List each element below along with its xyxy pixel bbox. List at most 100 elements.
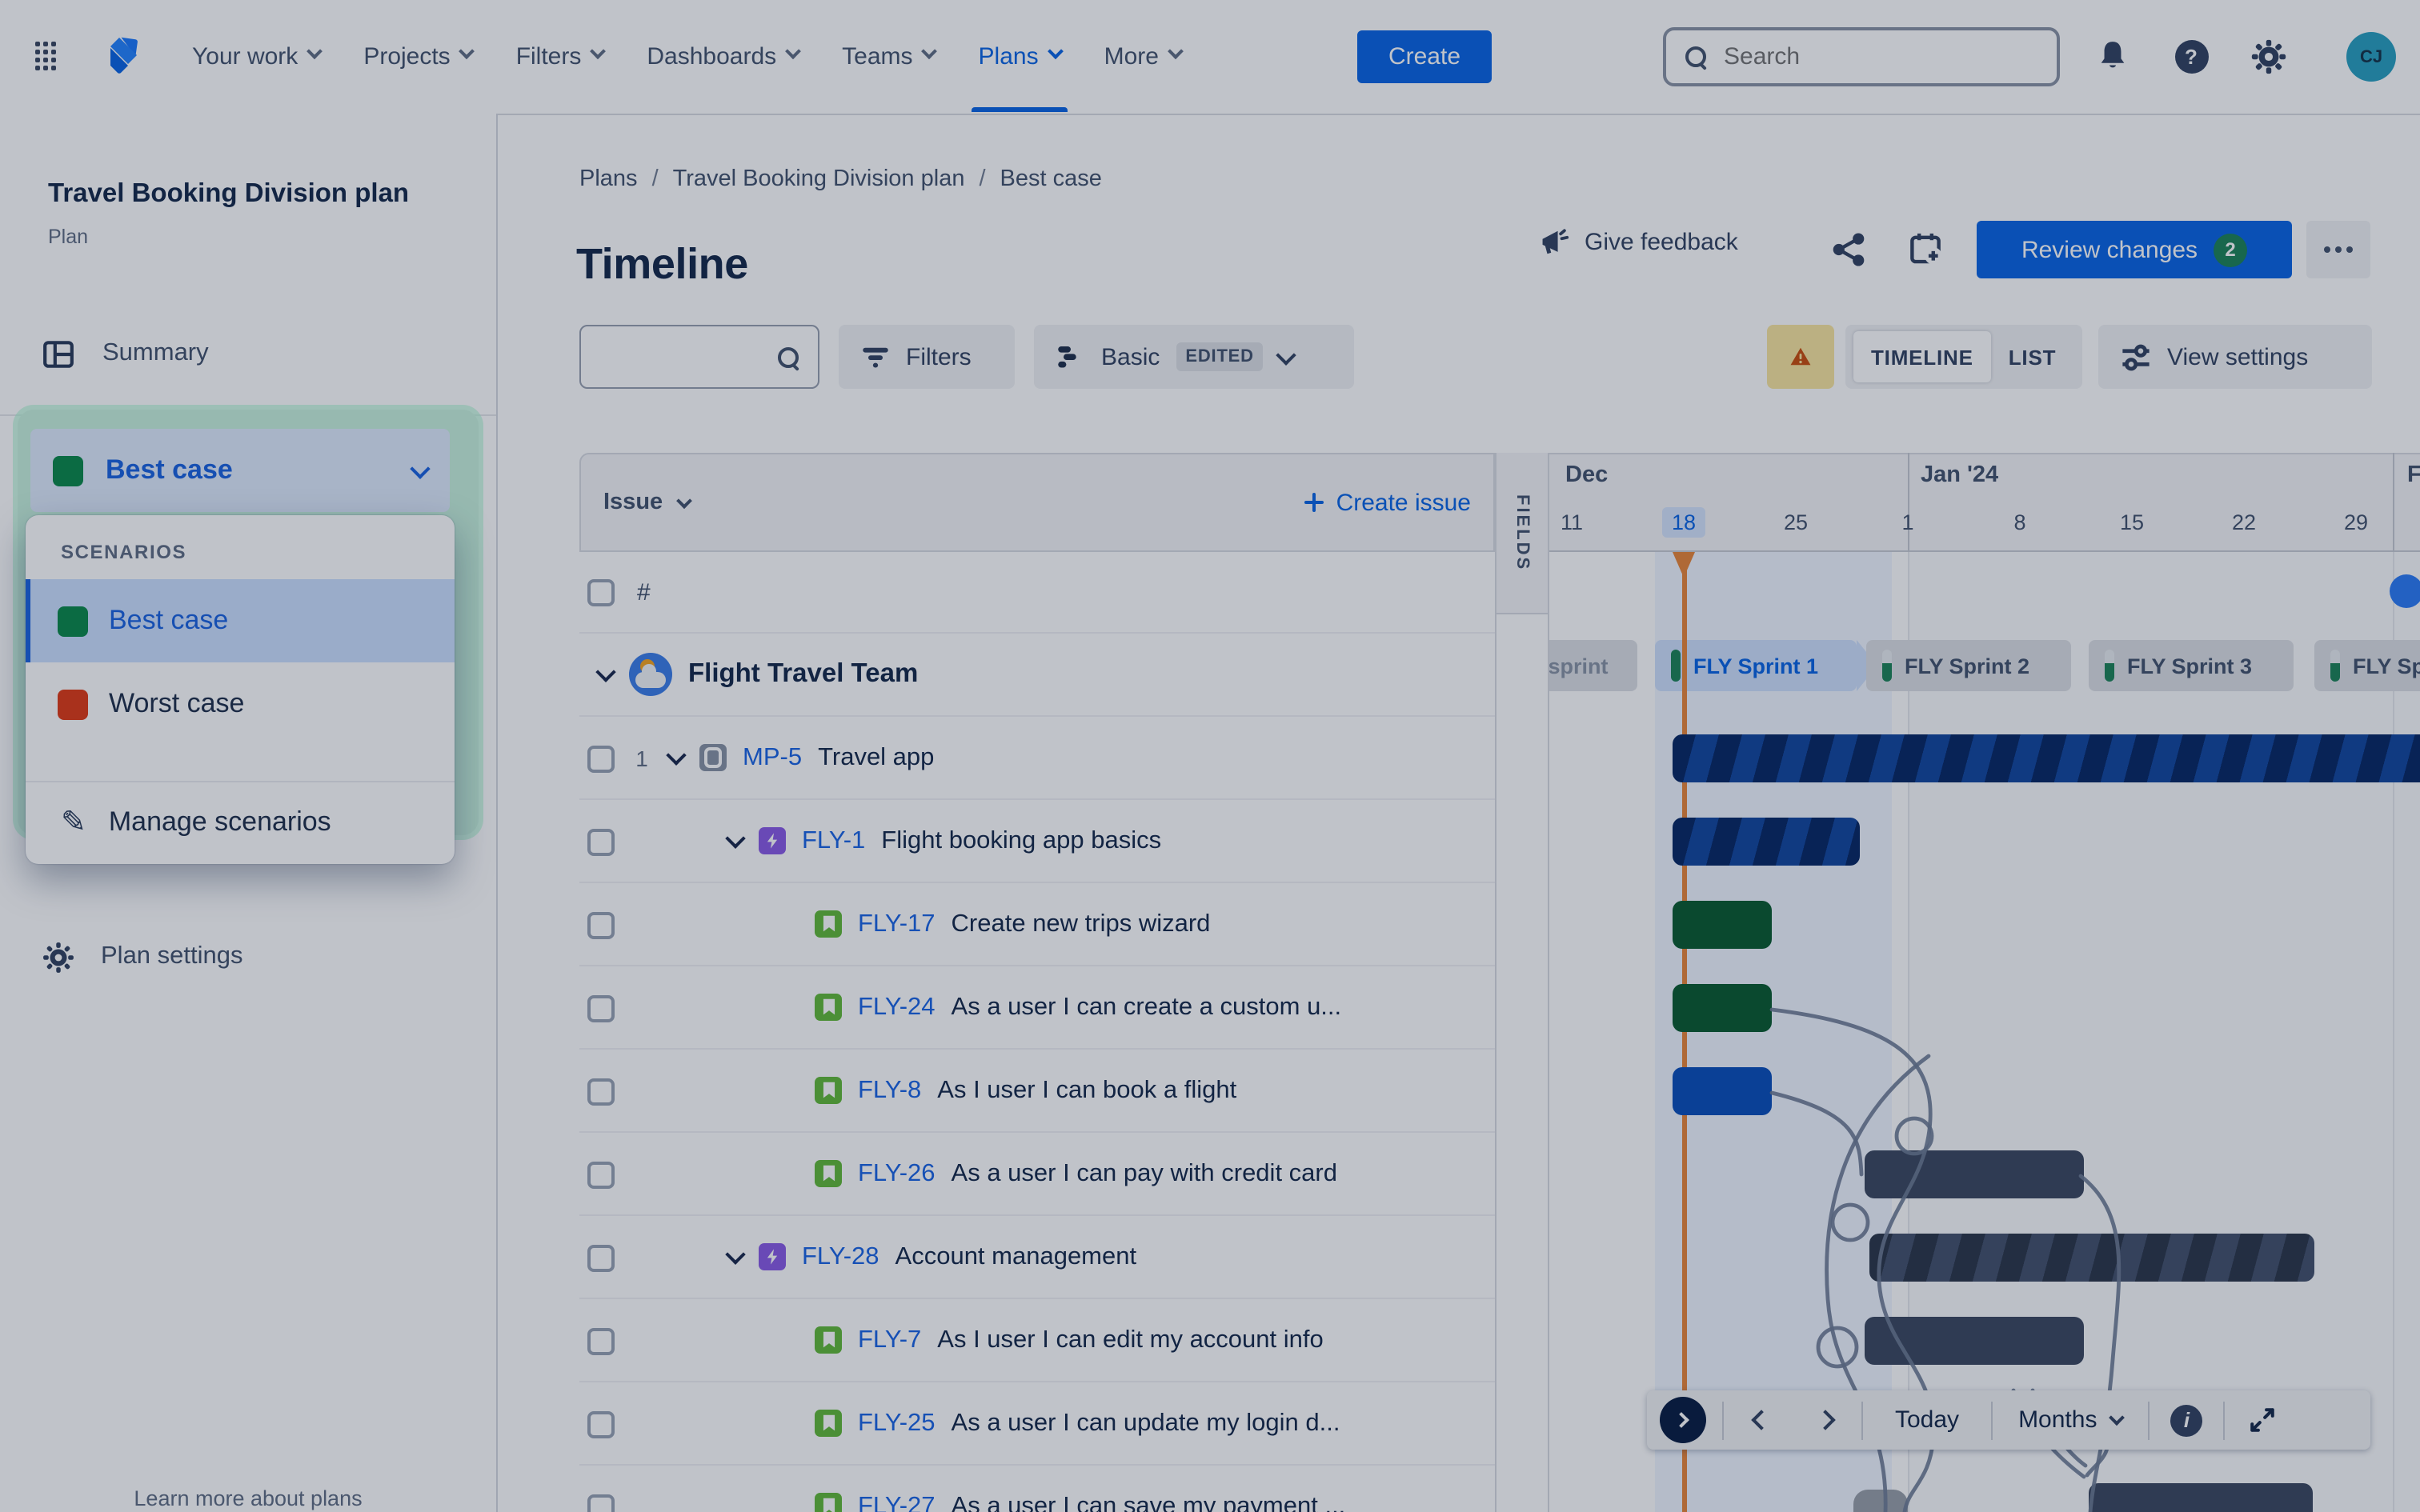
month-label-dec: Dec [1565, 462, 1609, 488]
gantt-bar-fly-24[interactable] [1673, 984, 1772, 1032]
info-icon[interactable]: i [2166, 1399, 2207, 1441]
gantt-bar-mp-5[interactable] [1673, 734, 2420, 782]
row-checkbox[interactable] [587, 1410, 615, 1438]
jump-to-bars-button[interactable] [1660, 1397, 1706, 1443]
filters-label: Filters [906, 343, 972, 370]
plan-search-input[interactable] [600, 342, 778, 372]
breadcrumb-item-best-case[interactable]: Best case [1000, 166, 1102, 192]
nav-item-label: Plans [978, 42, 1039, 70]
create-issue-button[interactable]: Create issue [1304, 489, 1471, 516]
nav-item-plans[interactable]: Plans [972, 0, 1067, 112]
breadcrumb-item-plans[interactable]: Plans [579, 166, 638, 192]
review-changes-button[interactable]: Review changes 2 [1977, 221, 2292, 278]
row-checkbox[interactable] [587, 1161, 615, 1188]
nav-item-dashboards[interactable]: Dashboards [647, 0, 802, 112]
tab-list[interactable]: LIST [2008, 345, 2057, 369]
row-checkbox[interactable] [587, 1244, 615, 1271]
plan-type-label: Plan [48, 226, 89, 248]
week-tick-15: 15 [2119, 510, 2145, 534]
global-search[interactable] [1663, 27, 2060, 86]
tab-timeline[interactable]: TIMELINE [1853, 331, 1991, 382]
gantt-bar-fly-8[interactable] [1673, 1067, 1772, 1115]
filters-button[interactable]: Filters [839, 325, 1015, 389]
issue-column-label: Issue [603, 490, 663, 515]
nav-item-teams[interactable]: Teams [842, 0, 938, 112]
issue-key[interactable]: FLY-27 [858, 1492, 936, 1512]
scenario-option-worst-case[interactable]: Worst case [26, 662, 455, 746]
fullscreen-icon[interactable] [2241, 1399, 2282, 1441]
team-name: Flight Travel Team [688, 659, 919, 688]
month-gridline [2393, 453, 2394, 552]
gantt-bar-fly-27[interactable] [2089, 1483, 2313, 1512]
view-settings-button[interactable]: View settings [2098, 325, 2372, 389]
issue-title: As a user I can create a custom u... [951, 993, 1342, 1020]
warnings-button[interactable] [1767, 325, 1834, 389]
scenario-picker-button[interactable]: Best case [30, 429, 450, 512]
month-gridline [1908, 453, 1909, 552]
sprint-chip-fly-sprint-3[interactable]: FLY Sprint 3 [2089, 640, 2294, 691]
learn-more-link[interactable]: Learn more about plans [134, 1486, 363, 1510]
give-feedback-button[interactable]: Give feedback [1540, 227, 1738, 258]
issue-key[interactable]: MP-5 [743, 743, 803, 770]
nav-item-filters[interactable]: Filters [516, 0, 607, 112]
nav-item-label: More [1104, 42, 1159, 70]
scenario-dropdown-menu: SCENARIOS Best case Worst case ✎ Manage s… [26, 515, 455, 864]
nav-item-your-work[interactable]: Your work [192, 0, 323, 112]
sprint-chip-t-sprint[interactable]: t sprint [1549, 640, 1637, 691]
sprint-status-pill [1671, 650, 1681, 682]
row-checkbox[interactable] [587, 828, 615, 855]
calendar-add-icon[interactable] [1901, 226, 1949, 270]
manage-scenarios-item[interactable]: ✎ Manage scenarios [26, 782, 455, 862]
issue-key[interactable]: FLY-28 [802, 1242, 879, 1270]
breadcrumb-item-travel-booking-division-plan[interactable]: Travel Booking Division plan [672, 166, 965, 192]
row-checkbox[interactable] [587, 1078, 615, 1105]
create-button[interactable]: Create [1357, 30, 1492, 83]
plan-name: Travel Booking Division plan [48, 179, 410, 208]
month-label-f: F [2407, 462, 2420, 488]
row-checkbox[interactable] [587, 1327, 615, 1354]
issues-header: Issue Create issue [579, 453, 1495, 552]
gantt-bar-fly-17[interactable] [1673, 901, 1772, 949]
gantt-bar-fly-1[interactable] [1673, 818, 1860, 866]
scenarios-menu-heading: SCENARIOS [61, 541, 187, 563]
issue-key[interactable]: FLY-24 [858, 993, 936, 1020]
row-checkbox[interactable] [587, 911, 615, 938]
scenario-option-best-case[interactable]: Best case [26, 579, 455, 662]
row-checkbox[interactable] [587, 1494, 615, 1512]
issue-title: As I user I can edit my account info [937, 1326, 1324, 1353]
gear-icon [43, 942, 74, 972]
user-avatar[interactable]: CJ [2346, 32, 2396, 82]
month-gridline-body [2393, 552, 2394, 1512]
settings-gear-icon[interactable] [2247, 35, 2289, 77]
sprint-chip-fly-sp[interactable]: FLY Sp [2314, 640, 2420, 691]
fields-tab[interactable]: FIELDS [1496, 453, 1548, 614]
more-actions-button[interactable] [2306, 221, 2370, 278]
issue-key[interactable]: FLY-17 [858, 910, 936, 937]
milestone-dot[interactable] [2390, 574, 2420, 608]
issue-column-header[interactable]: Issue [603, 490, 693, 515]
issue-key[interactable]: FLY-8 [858, 1076, 922, 1103]
issue-key[interactable]: FLY-25 [858, 1409, 936, 1436]
view-selector-button[interactable]: Basic EDITED [1034, 325, 1354, 389]
jira-logo-icon[interactable] [96, 32, 144, 80]
nav-item-projects[interactable]: Projects [363, 0, 475, 112]
issue-key[interactable]: FLY-26 [858, 1159, 936, 1186]
row-checkbox[interactable] [587, 994, 615, 1022]
global-search-input[interactable] [1721, 42, 2037, 72]
row-checkbox[interactable] [587, 745, 615, 772]
sprint-status-pill [2105, 650, 2114, 682]
sidebar-item-plan-settings[interactable]: Plan settings [22, 922, 474, 992]
nav-item-more[interactable]: More [1104, 0, 1184, 112]
row-checkbox[interactable] [587, 579, 615, 606]
share-icon[interactable] [1825, 227, 1873, 272]
sprint-chip-fly-sprint-2[interactable]: FLY Sprint 2 [1866, 640, 2071, 691]
issue-title: Flight booking app basics [881, 826, 1162, 854]
plan-search-input-wrap[interactable] [579, 325, 819, 389]
app-switcher-icon[interactable] [35, 42, 59, 72]
story-issue-type-icon [815, 1160, 842, 1187]
issue-key[interactable]: FLY-1 [802, 826, 866, 854]
notifications-bell-icon[interactable] [2092, 35, 2134, 77]
issue-key[interactable]: FLY-7 [858, 1326, 922, 1353]
help-icon[interactable]: ? [2170, 35, 2212, 77]
sidebar-item-summary[interactable]: Summary [22, 318, 474, 389]
